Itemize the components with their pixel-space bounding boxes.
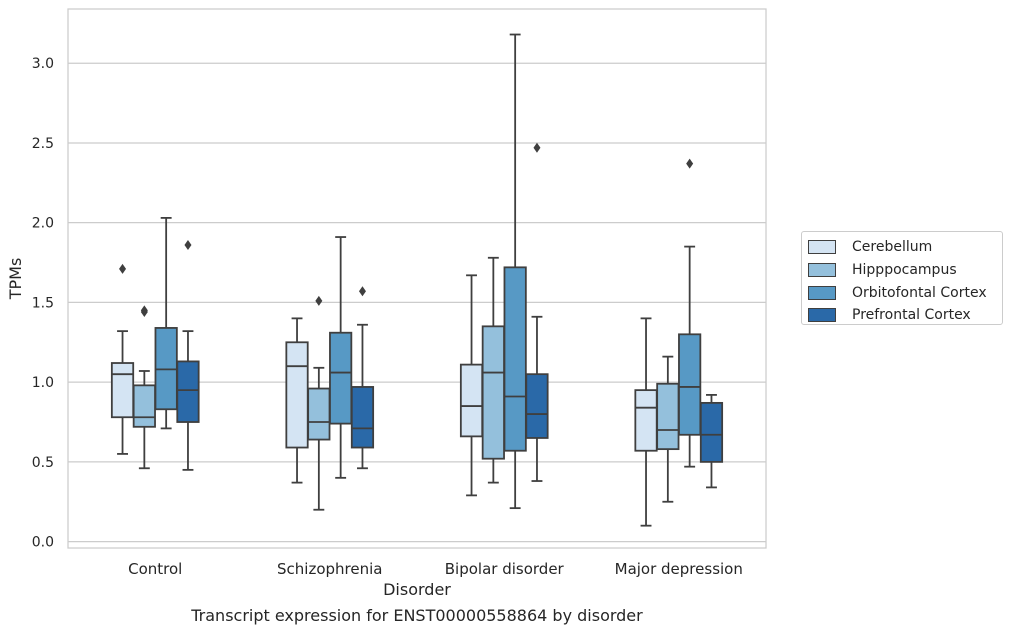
legend-label: Prefrontal Cortex <box>852 307 971 324</box>
legend-item: Hipppocampus <box>808 259 1002 282</box>
x-tick-label: Control <box>128 560 182 578</box>
y-axis-ticks: 0.0 0.5 1.0 1.5 2.0 2.5 3.0 <box>32 56 54 550</box>
legend-label: Orbitofontal Cortex <box>852 284 987 301</box>
y-tick-label: 2.0 <box>32 216 54 232</box>
box <box>154 217 178 430</box>
y-tick-label: 0.0 <box>32 535 54 551</box>
legend-swatch <box>808 263 836 278</box>
legend-swatch <box>808 240 836 255</box>
x-axis-ticks: Control Schizophrenia Bipolar disorder Majo… <box>128 560 743 578</box>
box-body <box>699 401 724 463</box>
x-axis-label: Disorder <box>383 580 451 599</box>
box <box>176 240 200 471</box>
outlier-point <box>184 240 192 251</box>
legend-swatch <box>808 285 836 300</box>
box <box>132 305 156 470</box>
box-body <box>503 266 527 452</box>
box <box>656 355 680 503</box>
box-body <box>329 331 353 425</box>
box-body <box>634 389 658 452</box>
box <box>110 263 135 455</box>
box <box>350 286 375 470</box>
box-body <box>176 360 200 423</box>
box-body <box>307 387 331 441</box>
y-tick-label: 1.5 <box>32 295 54 311</box>
y-tick-label: 2.5 <box>32 136 54 152</box>
box-body <box>285 341 309 449</box>
legend-item: Orbitofontal Cortex <box>808 281 1002 304</box>
outlier-point <box>140 305 148 316</box>
legend-label: Cerebellum <box>852 239 933 256</box>
box-body <box>525 373 549 439</box>
y-tick-label: 1.0 <box>32 375 54 391</box>
box-body <box>459 363 484 438</box>
legend-label: Hipppocampus <box>852 262 957 279</box>
box <box>699 394 724 489</box>
gridlines <box>68 62 766 543</box>
outlier-point <box>533 142 541 153</box>
x-tick-label: Major depression <box>615 560 743 578</box>
box-body <box>110 362 135 419</box>
outlier-point <box>358 286 366 297</box>
y-tick-label: 0.5 <box>32 455 54 471</box>
box <box>285 317 309 484</box>
legend-swatch <box>808 308 836 323</box>
box <box>503 33 527 510</box>
box-body <box>656 382 680 451</box>
outlier-point <box>315 295 323 306</box>
chart-caption: Transcript expression for ENST0000055886… <box>191 606 643 625</box>
legend: Cerebellum Hipppocampus Orbitofontal Corte… <box>801 231 1003 325</box>
box-body <box>132 384 156 428</box>
box <box>634 317 658 527</box>
box <box>481 256 505 484</box>
legend-item: Prefrontal Cortex <box>808 304 1002 327</box>
plot-frame <box>67 8 767 549</box>
box-body <box>678 333 702 436</box>
box-body <box>481 325 505 460</box>
box <box>459 274 484 497</box>
box <box>525 142 549 482</box>
y-tick-label: 3.0 <box>32 56 54 72</box>
legend-item: Cerebellum <box>808 236 1002 259</box>
outlier-point <box>119 263 127 274</box>
box <box>329 236 353 479</box>
outlier-point <box>686 158 694 169</box>
box <box>678 158 702 468</box>
x-tick-label: Schizophrenia <box>277 560 382 578</box>
x-tick-label: Bipolar disorder <box>445 560 565 578</box>
boxes <box>110 33 724 527</box>
box-body <box>350 386 375 449</box>
y-axis-label: TPMs <box>6 258 25 301</box>
box <box>307 295 331 511</box>
